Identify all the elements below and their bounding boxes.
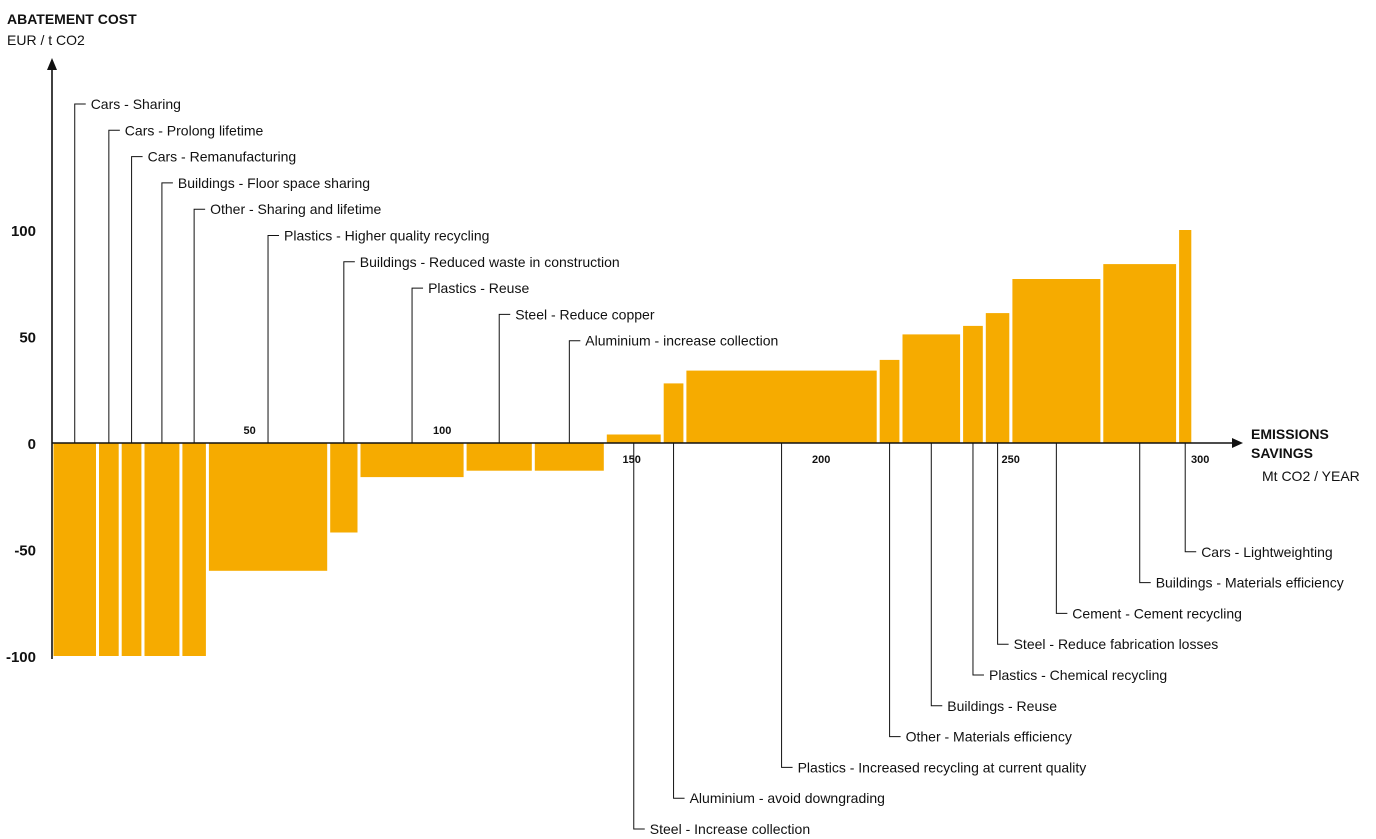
leader-line-bottom-4 xyxy=(889,443,901,738)
bar-label-9: Steel - Reduce copper xyxy=(515,306,655,322)
x-tick-label-50: 50 xyxy=(244,425,256,437)
bar-6 xyxy=(208,443,328,571)
bar-8 xyxy=(360,443,464,478)
bar-label-6: Plastics - Higher quality recycling xyxy=(284,228,489,244)
bar-label-12: Aluminium - avoid downgrading xyxy=(690,790,885,806)
leader-line-bottom-9 xyxy=(1139,443,1151,584)
leader-line-bottom-2 xyxy=(673,443,685,799)
x-axis-title-line1: EMISSIONS xyxy=(1251,426,1329,442)
bar-2 xyxy=(99,443,119,656)
bar-20 xyxy=(1179,230,1192,443)
bar-label-5: Other - Sharing and lifetime xyxy=(210,201,381,217)
x-tick-label-300: 300 xyxy=(1191,454,1209,466)
bar-15 xyxy=(902,334,961,443)
y-tick-label--100: -100 xyxy=(6,649,36,666)
y-tick-label--50: -50 xyxy=(14,543,36,560)
bar-label-4: Buildings - Floor space sharing xyxy=(178,175,370,191)
leader-line-top-4 xyxy=(161,182,173,443)
bar-13 xyxy=(686,370,877,443)
bar-label-19: Buildings - Materials efficiency xyxy=(1156,575,1344,591)
bar-label-2: Cars - Prolong lifetime xyxy=(125,122,264,138)
bar-label-11: Steel - Increase collection xyxy=(650,821,810,837)
bar-5 xyxy=(182,443,206,656)
bar-12 xyxy=(663,383,684,443)
leader-line-top-7 xyxy=(343,261,355,443)
leader-line-bottom-1 xyxy=(633,443,645,830)
leader-line-top-3 xyxy=(131,156,143,443)
leader-line-bottom-6 xyxy=(972,443,984,676)
x-axis-unit: Mt CO2 / YEAR xyxy=(1262,468,1360,484)
leader-line-bottom-8 xyxy=(1055,443,1068,614)
leader-line-top-2 xyxy=(108,129,120,443)
bars-group xyxy=(53,230,1192,656)
bar-18 xyxy=(1012,279,1101,443)
leader-line-top-8 xyxy=(411,287,424,443)
y-axis-title: ABATEMENT COST xyxy=(7,11,137,27)
x-tick-label-200: 200 xyxy=(812,454,830,466)
bar-label-14: Other - Materials efficiency xyxy=(906,729,1072,745)
x-tick-label-250: 250 xyxy=(1002,454,1020,466)
leader-line-top-10 xyxy=(568,340,581,443)
leader-line-top-6 xyxy=(267,235,280,443)
leader-line-bottom-7 xyxy=(997,443,1009,645)
x-axis-arrow-icon xyxy=(1232,438,1243,448)
bar-19 xyxy=(1103,264,1177,443)
bar-label-15: Buildings - Reuse xyxy=(947,698,1057,714)
y-tick-label-50: 50 xyxy=(19,330,36,347)
bar-label-13: Plastics - Increased recycling at curren… xyxy=(798,759,1087,775)
leader-lines-group xyxy=(74,103,1197,830)
bar-17 xyxy=(985,313,1010,443)
bar-label-1: Cars - Sharing xyxy=(91,96,181,112)
leader-line-bottom-5 xyxy=(930,443,943,707)
y-tick-label-0: 0 xyxy=(28,436,36,453)
bar-14 xyxy=(879,359,900,443)
bar-labels-group: Cars - Sharing Cars - Prolong lifetime Car… xyxy=(91,96,1344,837)
x-tick-label-150: 150 xyxy=(623,454,641,466)
bar-3 xyxy=(121,443,142,656)
bar-label-16: Plastics - Chemical recycling xyxy=(989,667,1167,683)
tick-labels-group: 50 100 150 200 250 300 100 50 0 -50 -100 xyxy=(6,223,1209,666)
leader-line-top-9 xyxy=(498,313,511,443)
leader-line-top-5 xyxy=(193,208,206,443)
y-tick-label-100: 100 xyxy=(11,223,36,240)
x-axis-title-line2: SAVINGS xyxy=(1251,445,1313,461)
bar-4 xyxy=(144,443,180,656)
bar-7 xyxy=(330,443,358,533)
bar-label-8: Plastics - Reuse xyxy=(428,280,529,296)
bar-11 xyxy=(606,434,661,443)
bar-1 xyxy=(53,443,96,656)
bar-label-18: Cement - Cement recycling xyxy=(1072,605,1242,621)
bar-label-20: Cars - Lightweighting xyxy=(1201,544,1333,560)
bar-9 xyxy=(466,443,532,471)
leader-line-bottom-10 xyxy=(1184,443,1197,553)
bar-label-10: Aluminium - increase collection xyxy=(585,333,778,349)
y-axis-arrow-icon xyxy=(47,58,57,70)
bar-label-3: Cars - Remanufacturing xyxy=(148,149,297,165)
leader-line-bottom-3 xyxy=(781,443,793,768)
bar-label-17: Steel - Reduce fabrication losses xyxy=(1014,636,1219,652)
x-tick-label-100: 100 xyxy=(433,425,451,437)
bar-16 xyxy=(963,325,983,443)
y-axis-unit: EUR / t CO2 xyxy=(7,32,85,48)
bar-10 xyxy=(534,443,604,471)
bar-label-7: Buildings - Reduced waste in constructio… xyxy=(360,254,620,270)
leader-line-top-1 xyxy=(74,103,86,443)
